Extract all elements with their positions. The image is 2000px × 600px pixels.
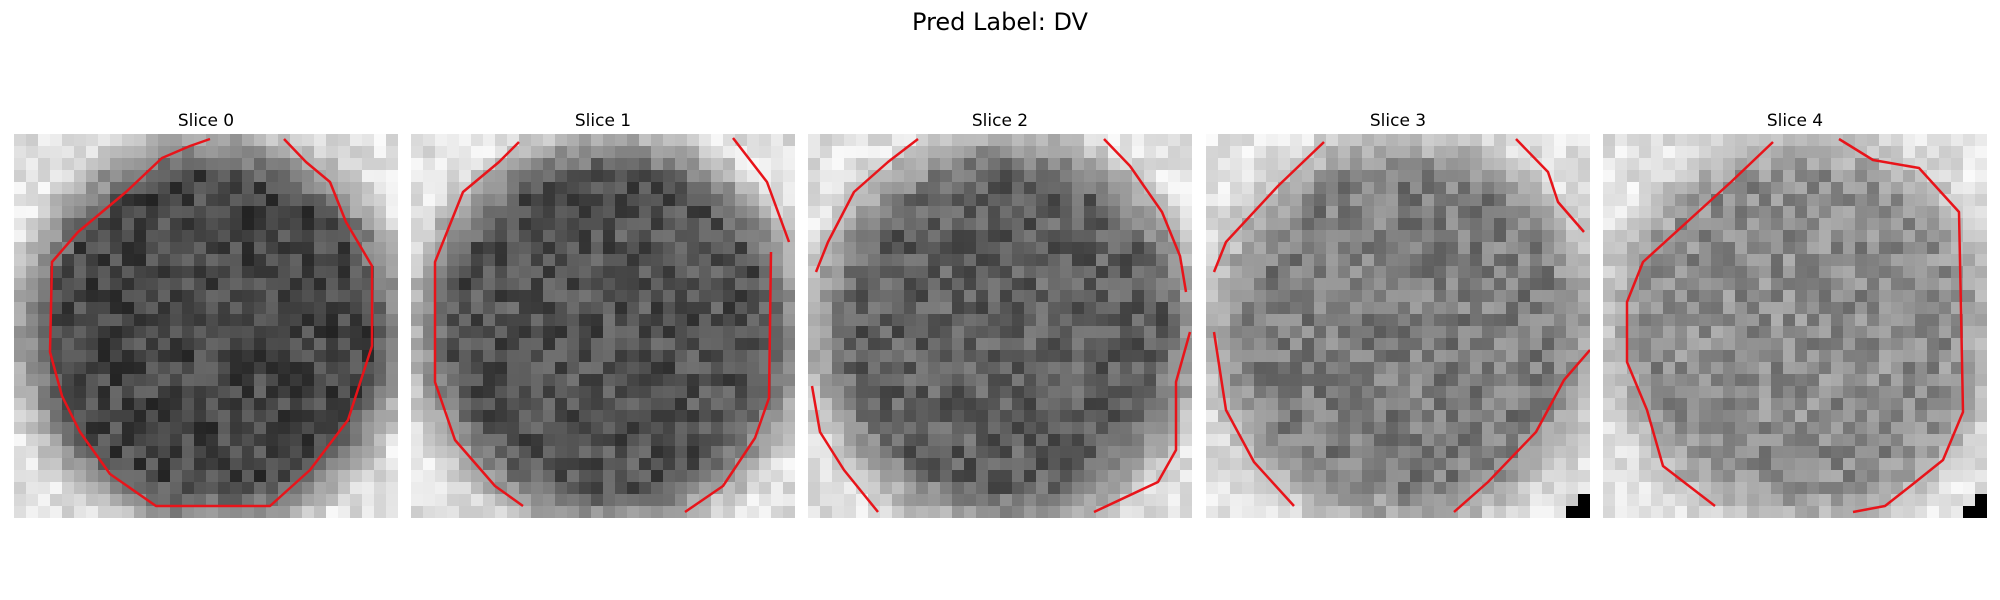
segmentation-contour	[1453, 349, 1590, 513]
slice-panel-1: Slice 1	[411, 108, 795, 518]
segmentation-contour	[433, 141, 524, 508]
segmentation-contour	[810, 385, 879, 513]
segmentation-contour	[1515, 138, 1585, 233]
slice-image-1	[411, 134, 795, 518]
segmentation-contour	[1838, 137, 1965, 514]
slice-image-4	[1603, 134, 1987, 518]
grayscale-pixels	[1603, 134, 1987, 518]
segmentation-contour	[732, 137, 791, 243]
slice-image-0	[14, 134, 398, 518]
segmentation-contour	[684, 251, 773, 514]
slice-panel-4: Slice 4	[1603, 108, 1987, 518]
segmentation-contour	[1625, 141, 1774, 507]
grayscale-pixels	[411, 134, 795, 518]
segmentation-contour	[1093, 331, 1192, 514]
segmentation-contour	[48, 137, 374, 508]
slice-panel-0: Slice 0	[14, 108, 398, 518]
slice-panel-2: Slice 2	[808, 108, 1192, 518]
grayscale-pixels	[1206, 134, 1590, 518]
slice-image-2	[808, 134, 1192, 518]
slice-title: Slice 2	[971, 111, 1029, 131]
segmentation-contour	[1103, 138, 1188, 293]
slice-title: Slice 3	[1369, 111, 1427, 131]
grayscale-pixels	[808, 134, 1192, 518]
segmentation-contour	[814, 138, 919, 273]
slice-title: Slice 1	[574, 111, 632, 131]
figure-title: Pred Label: DV	[912, 8, 1088, 36]
slice-panel-3: Slice 3	[1206, 108, 1590, 518]
grayscale-pixels	[14, 134, 398, 518]
slice-title: Slice 0	[177, 111, 235, 131]
slice-title: Slice 4	[1766, 111, 1824, 131]
segmentation-contour	[1212, 141, 1325, 273]
segmentation-contour	[1212, 331, 1295, 507]
slice-image-3	[1206, 134, 1590, 518]
